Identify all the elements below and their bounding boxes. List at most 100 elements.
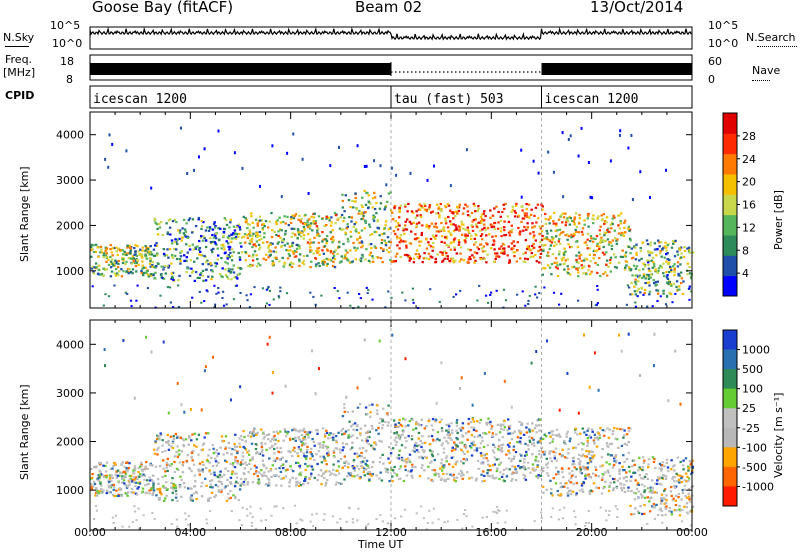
echo-cell [431,210,434,213]
echo-cell [331,515,334,518]
echo-cell [592,249,596,252]
echo-cell [354,221,358,224]
echo-cell [596,263,600,266]
echo-cell [538,245,541,248]
echo-cell [476,246,479,249]
echo-cell [201,274,204,277]
echo-cell [508,427,511,430]
echo-cell [505,453,508,456]
echo-cell [157,262,160,265]
echo-cell [460,258,463,261]
echo-cell [243,233,247,236]
echo-cell [259,264,262,267]
echo-cell [275,505,278,508]
echo-cell [519,459,522,462]
echo-cell [540,511,543,514]
echo-cell [337,431,340,434]
echo-cell [352,460,355,463]
echo-cell [387,228,390,231]
echo-cell [687,250,691,253]
echo-cell [452,295,455,298]
echo-cell [375,230,378,234]
echo-cell [527,303,530,305]
echo-cell [186,267,189,270]
echo-cell [533,214,536,217]
echo-cell [377,256,380,259]
echo-cell [297,436,300,439]
echo-cell [329,432,332,435]
echo-cell [382,249,385,252]
echo-cell [249,505,252,508]
echo-cell [552,236,555,240]
echo-cell [574,523,577,526]
echo-cell [193,279,196,282]
echo-cell [414,233,417,236]
echo-cell [575,258,578,262]
echo-cell [319,446,322,449]
echo-cell [298,264,301,267]
echo-cell [278,458,282,461]
echo-cell [651,256,655,259]
echo-cell [241,459,244,462]
echo-cell [171,477,174,480]
freq-tick-bottom: 8 [66,73,73,86]
echo-cell [262,463,265,466]
echo-cell [566,258,569,261]
echo-cell [471,229,475,232]
echo-cell [249,231,252,234]
echo-cell [606,228,609,232]
echo-cell [685,502,689,505]
echo-cell [250,432,254,435]
echo-cell [629,239,632,242]
echo-cell [418,244,421,247]
echo-cell [588,492,592,496]
echo-cell [412,301,415,304]
echo-cell [466,210,470,213]
echo-cell [581,488,584,491]
echo-cell [360,465,363,468]
power-ylabel: Slant Range [km] [18,166,31,262]
echo-cell [678,285,681,288]
echo-cell [436,437,439,441]
echo-cell [269,468,273,471]
echo-cell [114,262,118,265]
echo-cell [457,225,461,228]
echo-cell [464,447,468,450]
echo-cell [411,418,414,421]
echo-cell [494,257,497,260]
echo-cell [656,271,659,274]
echo-cell [386,414,389,417]
echo-cell [352,458,356,462]
echo-cell [209,480,212,483]
echo-cell [448,463,451,466]
echo-cell [190,494,193,497]
echo-cell [589,260,592,263]
echo-cell [665,499,668,502]
echo-cell [305,451,309,454]
echo-cell [397,457,401,460]
echo-cell [453,237,457,240]
echo-cell [610,247,614,251]
echo-cell [129,257,132,260]
echo-cell [236,460,239,463]
echo-cell [287,450,290,453]
echo-cell [148,262,152,265]
echo-cell [551,507,554,510]
echo-cell [634,246,637,249]
echo-cell [298,466,302,469]
echo-cell [528,439,531,442]
echo-cell [141,264,144,267]
echo-cell [620,212,623,215]
echo-cell [610,454,613,457]
echo-cell [555,224,558,227]
echo-cell [551,238,554,241]
echo-cell [678,505,681,508]
echo-cell [195,491,199,495]
echo-cell [240,251,244,254]
echo-cell [466,438,469,441]
echo-cell [232,271,236,274]
echo-cell [475,447,479,450]
echo-cell [542,491,545,494]
echo-cell [629,504,632,507]
echo-cell [508,445,511,448]
